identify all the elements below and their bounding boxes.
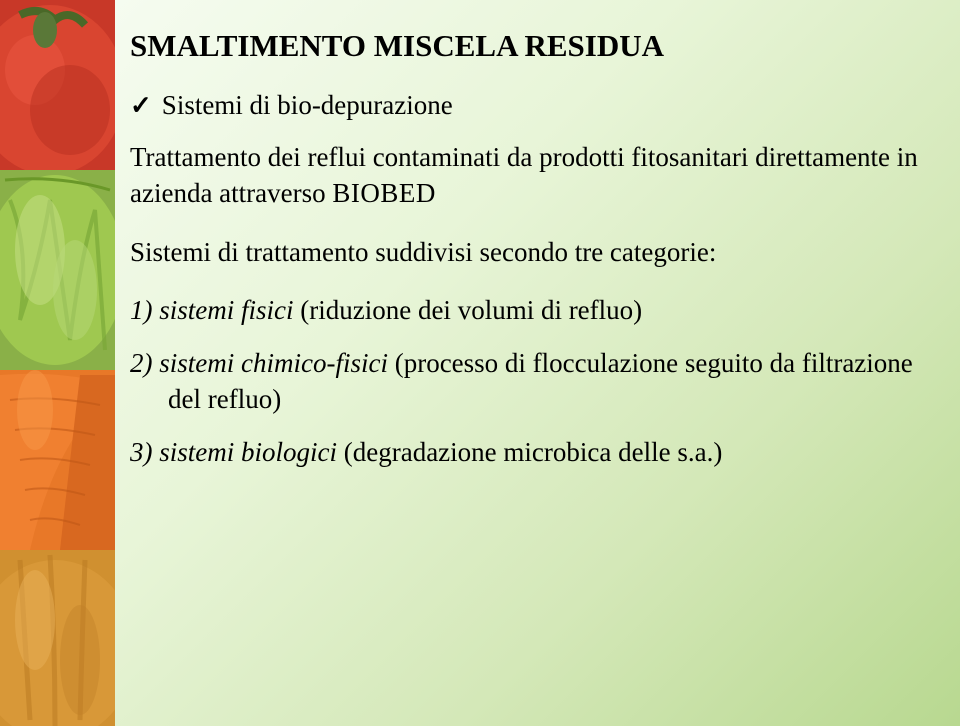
item3-num: 3) <box>130 437 153 467</box>
item3-rest: (degradazione microbica delle s.a.) <box>344 437 723 467</box>
paragraph-2: Sistemi di trattamento suddivisi secondo… <box>130 234 930 270</box>
slide-title: SMALTIMENTO MISCELA RESIDUA <box>130 28 930 64</box>
list-item-3: 3) sistemi biologici (degradazione micro… <box>130 434 930 470</box>
item2-num: 2) <box>130 348 153 378</box>
item2-ital: sistemi chimico-fisici <box>153 348 395 378</box>
checkmark-icon: ✓ <box>130 90 152 121</box>
bullet-line: ✓ Sistemi di bio-depurazione <box>130 90 930 121</box>
slide-container: SMALTIMENTO MISCELA RESIDUA ✓ Sistemi di… <box>0 0 960 726</box>
vegetable-strip-svg <box>0 0 115 726</box>
item1-ital: sistemi fisici <box>153 295 301 325</box>
paragraph-1: Trattamento dei reflui contaminati da pr… <box>130 139 930 212</box>
bullet-text: Sistemi di bio-depurazione <box>162 90 453 121</box>
item3-ital: sistemi biologici <box>153 437 344 467</box>
vegetable-strip <box>0 0 115 726</box>
list-item-1: 1) sistemi fisici (riduzione dei volumi … <box>130 292 930 328</box>
item1-num: 1) <box>130 295 153 325</box>
para1-text: Trattamento dei reflui contaminati da pr… <box>130 142 918 208</box>
content-area: SMALTIMENTO MISCELA RESIDUA ✓ Sistemi di… <box>130 28 930 486</box>
para1-biobed: BIOBED <box>332 178 436 208</box>
list-item-2: 2) sistemi chimico-fisici (processo di f… <box>130 345 930 418</box>
item1-rest: (riduzione dei volumi di refluo) <box>300 295 642 325</box>
